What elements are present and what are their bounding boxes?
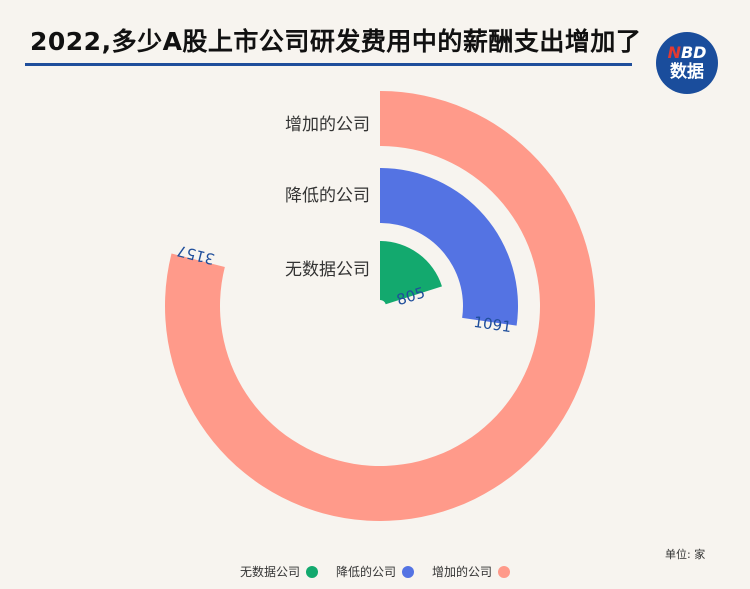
value-label-decrease: 1091	[472, 313, 512, 336]
legend: 无数据公司 降低的公司 增加的公司	[0, 563, 750, 580]
legend-dot-decrease	[402, 565, 414, 578]
logo-text-top: NBD	[667, 43, 707, 62]
legend-item-nodata[interactable]: 无数据公司	[240, 563, 318, 580]
legend-label-decrease: 降低的公司	[335, 565, 396, 579]
nbd-logo: NBD 数据	[656, 32, 718, 94]
chart-title: 2022,多少A股上市公司研发费用中的薪酬支出增加了	[30, 27, 642, 56]
legend-item-increase[interactable]: 增加的公司	[432, 563, 511, 580]
legend-label-nodata: 无数据公司	[239, 565, 300, 579]
category-label-decrease: 降低的公司	[285, 186, 370, 206]
legend-dot-nodata	[305, 565, 318, 578]
legend-label-increase: 增加的公司	[432, 565, 493, 579]
category-label-nodata: 无数据公司	[285, 260, 370, 280]
category-label-increase: 增加的公司	[285, 115, 370, 135]
legend-dot-increase	[498, 565, 511, 578]
title-underline	[25, 63, 632, 66]
bar-group	[165, 91, 596, 521]
legend-item-decrease[interactable]: 降低的公司	[336, 563, 414, 580]
bar-increase[interactable]	[165, 91, 596, 521]
bar-nodata[interactable]	[380, 241, 442, 305]
logo-text-bottom: 数据	[670, 62, 704, 82]
unit-label: 单位: 家	[665, 548, 706, 561]
bar-decrease[interactable]	[380, 168, 518, 326]
